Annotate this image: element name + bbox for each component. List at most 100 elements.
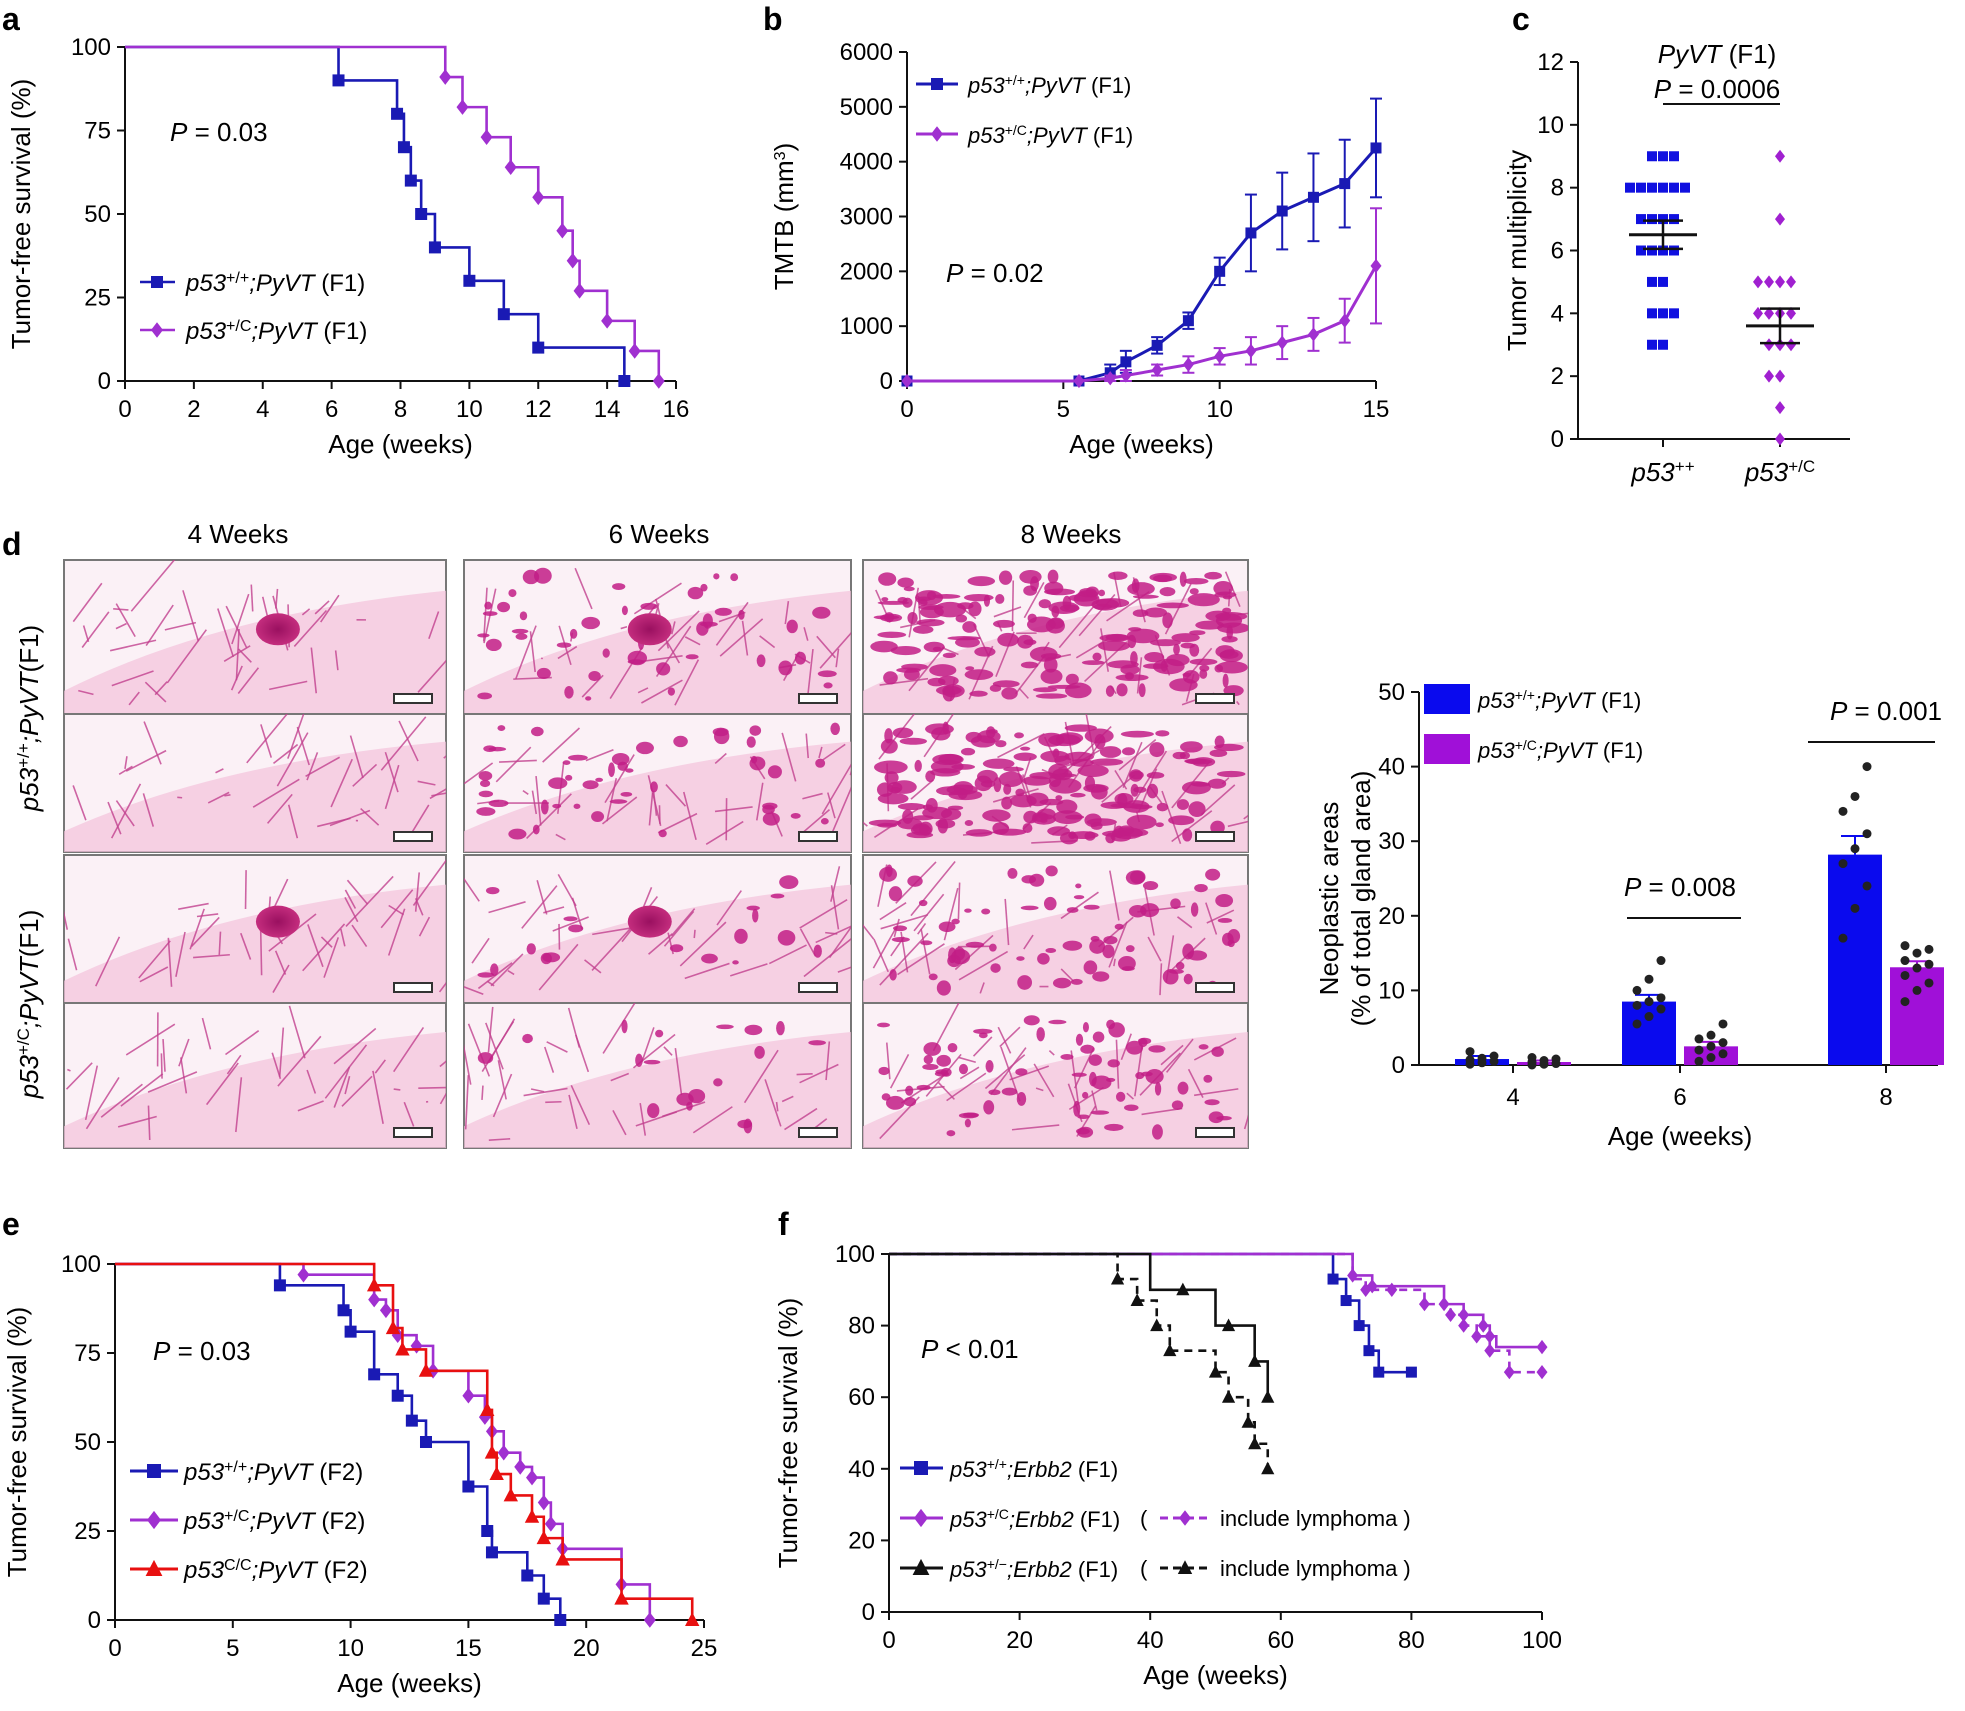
duct-branch bbox=[180, 1057, 188, 1094]
p-value-0: P = 0.008 bbox=[1624, 872, 1736, 902]
neoplastic-lesion bbox=[476, 807, 496, 816]
series-2-marker bbox=[395, 1341, 410, 1356]
y-tick-label: 50 bbox=[74, 1429, 101, 1456]
neoplastic-lesion bbox=[522, 569, 540, 585]
duct-branch bbox=[682, 791, 697, 840]
group-1-point bbox=[1753, 306, 1763, 320]
y-tick-label: 50 bbox=[84, 201, 111, 228]
duct-branch bbox=[166, 629, 208, 684]
neoplastic-lesion bbox=[1213, 743, 1244, 752]
duct-branch bbox=[674, 659, 700, 706]
duct-branch bbox=[937, 1081, 955, 1100]
neoplastic-lesion bbox=[1092, 652, 1102, 661]
neoplastic-lesion bbox=[1208, 1111, 1224, 1124]
neoplastic-lesion bbox=[762, 812, 780, 826]
x-tick-label: 0 bbox=[108, 1635, 121, 1662]
neoplastic-lesion bbox=[1126, 814, 1157, 830]
neoplastic-lesion bbox=[918, 598, 928, 607]
neoplastic-lesion bbox=[1120, 730, 1154, 738]
duct-branch bbox=[1236, 700, 1240, 706]
neoplastic-lesion bbox=[995, 594, 1005, 604]
bar-data-point bbox=[1912, 985, 1922, 995]
duct-branch bbox=[1048, 1050, 1055, 1056]
neoplastic-lesion bbox=[962, 621, 977, 633]
neoplastic-lesion bbox=[1001, 1087, 1018, 1096]
neoplastic-lesion bbox=[582, 780, 599, 790]
group-1-point bbox=[1786, 275, 1796, 289]
neoplastic-lesion bbox=[1160, 660, 1168, 672]
group-1-point bbox=[1764, 306, 1774, 320]
neoplastic-lesion bbox=[1019, 569, 1042, 584]
duct-branch bbox=[372, 1070, 384, 1124]
duct-branch bbox=[143, 721, 162, 765]
ylabel-sup: 3 bbox=[772, 151, 789, 160]
group-sup: ++ bbox=[1675, 457, 1695, 476]
neoplastic-lesion bbox=[960, 747, 976, 756]
neoplastic-lesion bbox=[1013, 752, 1037, 761]
duct-branch bbox=[128, 691, 140, 706]
series-0-marker bbox=[273, 1279, 286, 1292]
duct-branch bbox=[260, 724, 273, 758]
legend-marker bbox=[912, 1558, 930, 1575]
duct-branch bbox=[237, 667, 260, 695]
neoplastic-lesion bbox=[884, 612, 895, 623]
duct-branch bbox=[125, 749, 167, 772]
duct-branch bbox=[633, 582, 682, 615]
neoplastic-lesion bbox=[488, 799, 509, 808]
series-2-marker bbox=[614, 1590, 629, 1605]
duct-branch bbox=[330, 758, 353, 808]
x-tick-label: 5 bbox=[226, 1635, 239, 1662]
duct-branch bbox=[1147, 936, 1162, 962]
neoplastic-lesion bbox=[1038, 599, 1051, 609]
duct-branch bbox=[799, 809, 831, 836]
neoplastic-lesion bbox=[989, 684, 1002, 692]
duct-branch bbox=[190, 916, 220, 947]
duct-branch bbox=[910, 861, 956, 917]
neoplastic-lesion bbox=[1214, 591, 1237, 598]
duct-branch bbox=[610, 1072, 630, 1082]
series-1-point bbox=[1276, 335, 1288, 350]
gene-suffix: ;PyVT bbox=[1535, 688, 1596, 713]
series-0-marker bbox=[337, 1304, 350, 1317]
gene-suffix: ;PyVT bbox=[251, 318, 319, 345]
p-value-annotation: P < 0.01 bbox=[921, 1334, 1019, 1364]
neoplastic-lesion bbox=[888, 886, 903, 902]
neoplastic-lesion bbox=[1177, 1081, 1189, 1095]
legend-marker bbox=[151, 276, 163, 288]
series-0-marker bbox=[415, 208, 428, 220]
duct-branch bbox=[107, 801, 122, 835]
p-value-annotation: P = 0.03 bbox=[170, 117, 268, 147]
duct-branch bbox=[72, 582, 103, 623]
neoplastic-lesion bbox=[935, 818, 956, 829]
duct-branch bbox=[1108, 921, 1128, 968]
group-0-point bbox=[1658, 182, 1668, 193]
neoplastic-lesion bbox=[1068, 831, 1099, 840]
neoplastic-lesion bbox=[1055, 795, 1063, 801]
duct-branch bbox=[990, 1047, 1027, 1096]
neoplastic-lesion bbox=[477, 633, 490, 638]
row-gene: p53 bbox=[14, 767, 44, 812]
row-sup: +/+ bbox=[14, 743, 33, 768]
series-4-marker bbox=[1221, 1390, 1236, 1403]
legend-marker bbox=[1177, 1560, 1193, 1574]
neoplastic-lesion bbox=[1073, 1100, 1081, 1117]
series-1-point bbox=[1245, 343, 1257, 358]
series-1-marker bbox=[566, 252, 579, 269]
neoplastic-lesion bbox=[1132, 594, 1159, 599]
neoplastic-lesion bbox=[903, 586, 915, 592]
legend-paren: ( bbox=[1140, 1506, 1148, 1531]
neoplastic-lesion bbox=[477, 692, 493, 700]
neoplastic-lesion bbox=[1029, 646, 1058, 662]
neoplastic-lesion bbox=[974, 646, 996, 657]
group-0-point bbox=[1647, 308, 1657, 319]
series-2-marker bbox=[418, 1363, 434, 1377]
neoplastic-lesion bbox=[477, 972, 495, 978]
neoplastic-lesion bbox=[548, 777, 568, 789]
neoplastic-lesion bbox=[916, 618, 945, 627]
duct-branch bbox=[393, 1027, 425, 1073]
duct-branch bbox=[374, 1059, 386, 1074]
series-2-marker bbox=[489, 1466, 504, 1481]
generation-label: (F1) bbox=[1074, 1507, 1120, 1532]
bar-data-point bbox=[1862, 881, 1872, 891]
neoplastic-lesion bbox=[1148, 1045, 1166, 1053]
